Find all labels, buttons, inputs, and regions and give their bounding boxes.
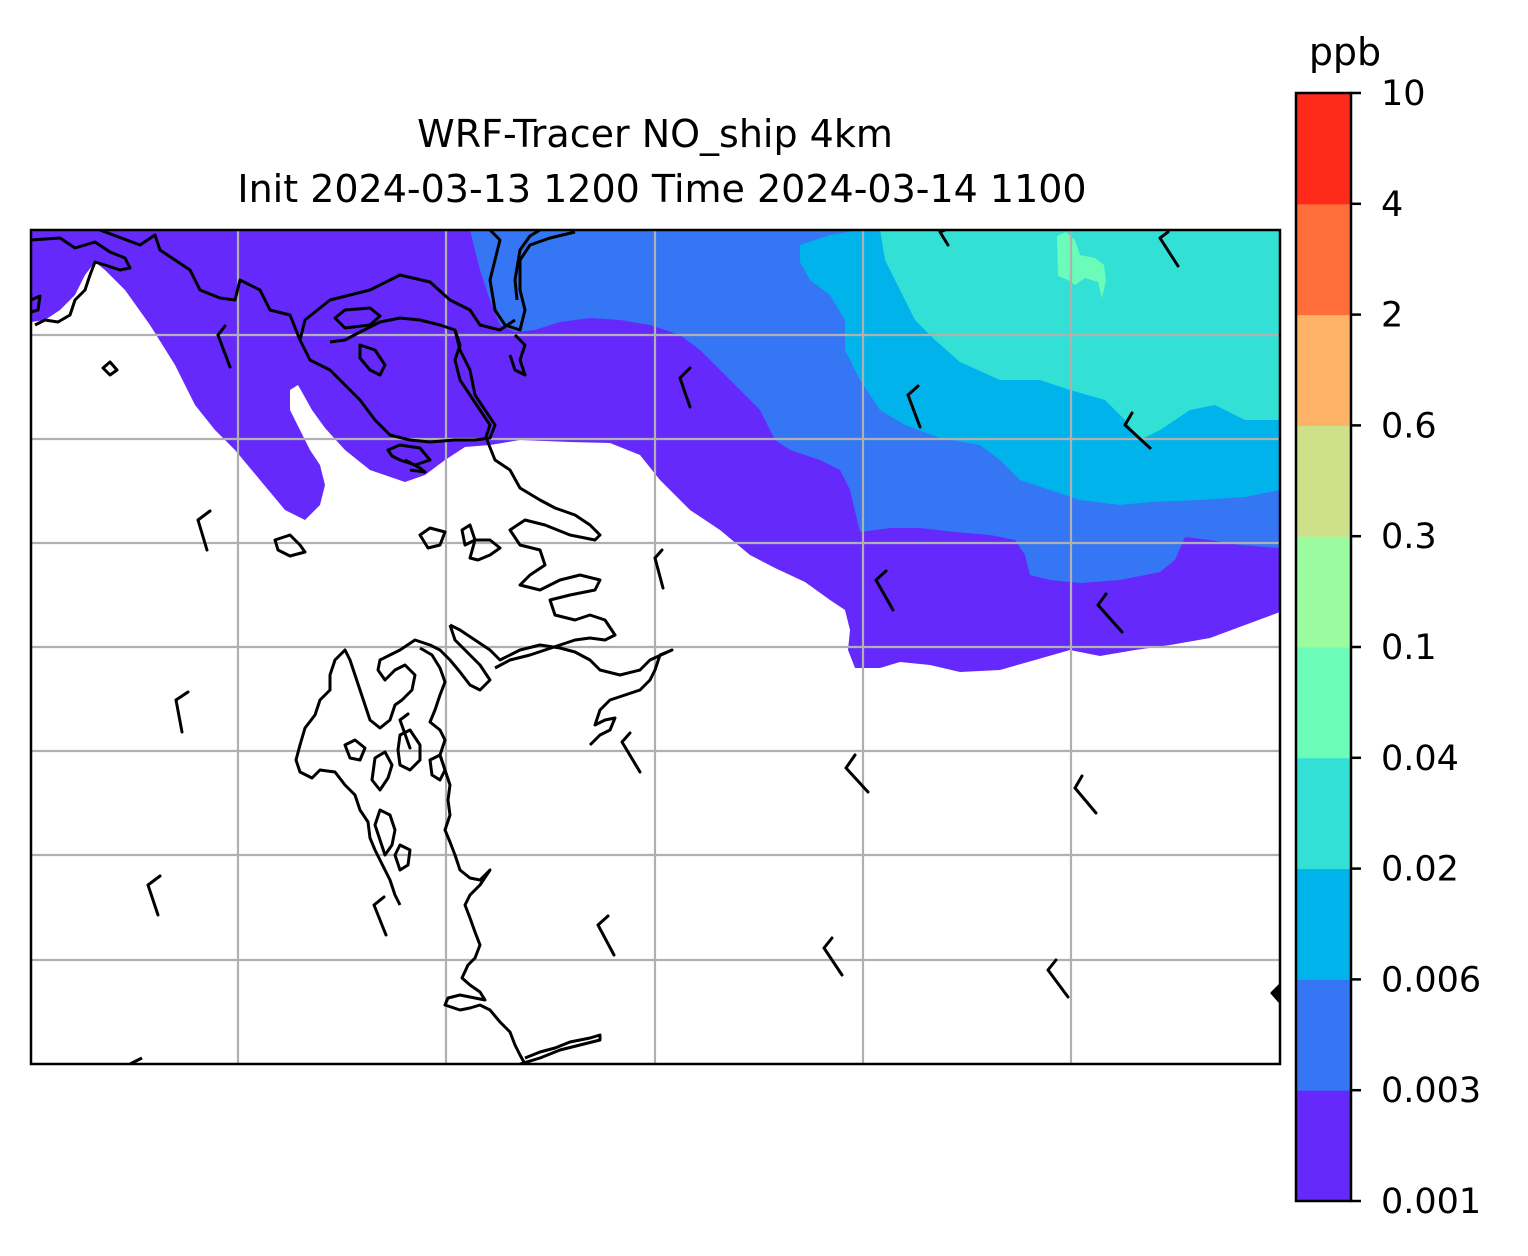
wind-barb: [1073, 774, 1098, 815]
wind-barb: [216, 324, 232, 369]
wind-barb: [653, 548, 665, 590]
map-frame: [29, 228, 1282, 1066]
wind-barb: [1123, 411, 1152, 450]
wind-barb: [844, 753, 870, 794]
colorbar-tick-label: 0.04: [1381, 739, 1459, 779]
map-gridlines: [31, 230, 1280, 1064]
colorbar-segment: [1296, 979, 1351, 1091]
wind-barb: [1096, 592, 1124, 634]
colorbar-tick-label: 0.006: [1381, 960, 1481, 1000]
map-panel: [31, 230, 1280, 1064]
colorbar-tick-label: 0.001: [1381, 1182, 1481, 1222]
contour-0.02-0.04-patch: [1010, 385, 1055, 418]
colorbar-tick-label: 10: [1381, 74, 1426, 114]
colorbar-segment: [1296, 203, 1351, 316]
map-title-line-1: WRF-Tracer NO_ship 4km: [417, 112, 893, 156]
wind-barb: [196, 509, 212, 552]
colorbar-unit-label: ppb: [1309, 30, 1381, 74]
wind-barb: [372, 895, 388, 937]
colorbar-tick-label: 0.003: [1381, 1071, 1481, 1111]
colorbar-tick-label: 0.3: [1381, 517, 1437, 557]
colorbar-segment: [1296, 868, 1351, 980]
colorbar-segment: [1296, 536, 1351, 648]
wind-barb: [620, 731, 642, 774]
wind-barb: [822, 936, 844, 977]
colorbar-segment: [1296, 647, 1351, 759]
colorbar-tick-label: 0.1: [1381, 628, 1437, 668]
colorbar-tick-label: 0.6: [1381, 406, 1437, 446]
wind-barb: [874, 569, 895, 612]
wind-barb: [146, 874, 162, 917]
colorbar-segment: [1296, 1090, 1351, 1202]
colorbar-tick-label: 2: [1381, 296, 1403, 336]
wind-barbs: [146, 230, 1180, 999]
colorbar-segment: [1296, 425, 1351, 537]
colorbar-segment: [1296, 314, 1351, 426]
colorbar: ppb 0.001 0.003 0.006 0.02 0.04 0.1 0.3 0.6 2 4 10: [1294, 30, 1481, 1222]
colorbar-segment: [1296, 93, 1351, 205]
colorbar-tick-label: 0.02: [1381, 850, 1459, 890]
wind-barb: [1158, 230, 1180, 268]
wind-barb: [174, 690, 190, 734]
wind-barb: [398, 712, 412, 750]
colorbar-segment: [1296, 757, 1351, 870]
wind-barb: [1046, 958, 1070, 999]
wind-barb: [596, 914, 616, 957]
colorbar-tick-label: 4: [1381, 185, 1403, 225]
contour-0.04-0.1: [1057, 232, 1106, 298]
wind-barb: [906, 384, 922, 429]
map-title-line-2: Init 2024-03-13 1200 Time 2024-03-14 110…: [237, 167, 1086, 211]
wind-barb: [678, 366, 692, 409]
coastlines: [31, 230, 1280, 1064]
